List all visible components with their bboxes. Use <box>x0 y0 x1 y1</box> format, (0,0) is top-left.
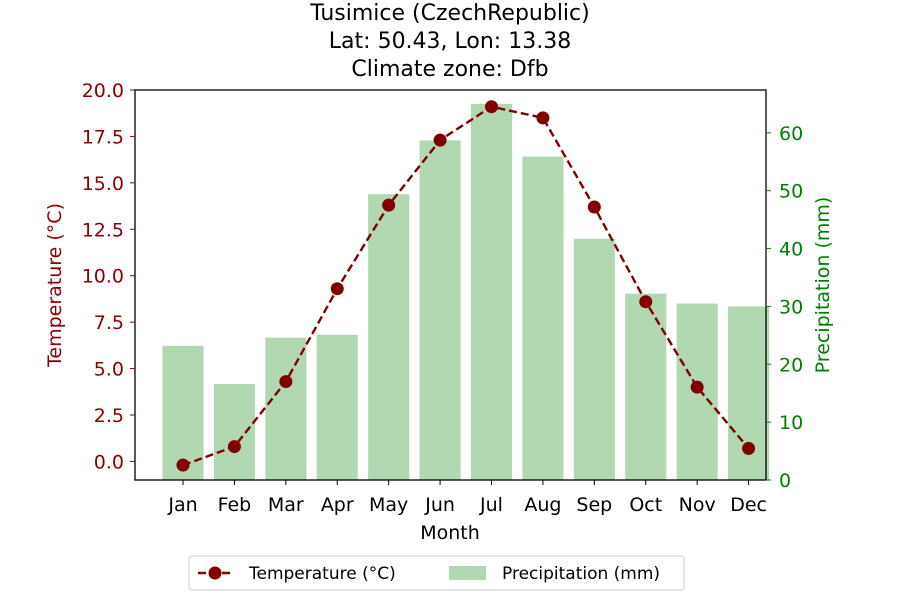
precipitation-bar-may <box>368 194 410 480</box>
temperature-point-nov <box>690 380 704 394</box>
y-right-tick-label: 30 <box>779 296 803 318</box>
x-tick-label: Jun <box>424 494 455 516</box>
precipitation-bar-apr <box>316 334 358 480</box>
y-right-tick-label: 40 <box>779 239 803 261</box>
legend: Temperature (°C) Precipitation (mm) <box>188 555 685 591</box>
y-axis-right-label: Precipitation (mm) <box>812 197 834 374</box>
precipitation-bar-mar <box>265 337 307 480</box>
temperature-point-aug <box>536 111 550 125</box>
temperature-point-jan <box>176 458 190 472</box>
x-tick-label: Jan <box>167 494 197 516</box>
legend-precipitation-label: Precipitation (mm) <box>502 564 660 584</box>
y-right-tick-label: 50 <box>779 181 803 203</box>
y-axis-left-label: Temperature (°C) <box>44 203 66 368</box>
legend-temperature-label: Temperature (°C) <box>248 564 396 584</box>
temperature-point-mar <box>279 375 293 389</box>
temperature-series-line <box>182 105 750 467</box>
precipitation-bar-jan <box>162 345 204 480</box>
temperature-point-oct <box>639 295 653 309</box>
legend-box <box>188 555 685 591</box>
x-tick-label: Nov <box>679 494 716 516</box>
x-tick-label: Jul <box>479 494 503 516</box>
x-tick-label: Oct <box>629 494 662 516</box>
y-right-tick-label: 10 <box>779 412 803 434</box>
temperature-point-dec <box>742 441 756 455</box>
x-tick-label: Feb <box>218 494 252 516</box>
x-tick-label: Sep <box>576 494 612 516</box>
precipitation-bar-aug <box>522 156 564 480</box>
legend-temperature-marker-icon <box>208 566 222 580</box>
y-left-tick-label: 12.5 <box>82 219 124 241</box>
legend-precipitation-swatch-icon <box>449 566 486 580</box>
temperature-point-sep <box>587 200 601 214</box>
chart-title: Tusimice (CzechRepublic) Lat: 50.43, Lon… <box>0 0 900 84</box>
precipitation-bar-sep <box>573 238 615 480</box>
precipitation-bars <box>162 103 770 480</box>
y-right-tick-label: 0 <box>779 470 791 492</box>
title-line-1: Tusimice (CzechRepublic) <box>310 1 590 26</box>
x-axis-label: Month <box>420 522 480 544</box>
axis-ticks: Jan Feb Mar Apr May Jun Jul Aug Sep Oct Nov Dec 0.0 2… <box>82 80 804 516</box>
temperature-point-jul <box>485 100 498 114</box>
y-left-tick-label: 17.5 <box>82 126 124 148</box>
y-left-tick-label: 15.0 <box>82 173 124 195</box>
temperature-point-jun <box>433 133 447 147</box>
temperature-point-feb <box>227 440 241 454</box>
title-line-3: Climate zone: Dfb <box>351 57 549 82</box>
temperature-line <box>176 100 756 472</box>
temperature-point-apr <box>330 282 344 296</box>
y-left-tick-label: 0.0 <box>94 451 124 473</box>
x-tick-label: Aug <box>524 494 561 516</box>
y-right-tick-label: 60 <box>779 123 803 145</box>
precipitation-bar-oct <box>625 293 667 480</box>
y-left-tick-label: 7.5 <box>94 312 124 334</box>
y-left-tick-label: 2.5 <box>94 405 124 427</box>
y-left-tick-label: 10.0 <box>82 266 124 288</box>
temperature-point-may <box>382 198 396 212</box>
precipitation-bar-jun <box>419 140 461 480</box>
x-tick-label: Mar <box>268 494 304 516</box>
x-tick-label: Dec <box>730 494 767 516</box>
y-right-tick-label: 20 <box>779 354 803 376</box>
plot-frame <box>134 89 767 481</box>
y-left-tick-label: 5.0 <box>94 359 124 381</box>
title-line-2: Lat: 50.43, Lon: 13.38 <box>328 29 572 54</box>
y-left-tick-label: 20.0 <box>82 80 124 102</box>
plot-border <box>134 89 767 481</box>
x-tick-label: Apr <box>321 494 354 516</box>
precipitation-bar-jul <box>470 103 513 480</box>
precipitation-bar-feb <box>213 383 255 480</box>
x-tick-label: May <box>369 494 408 516</box>
